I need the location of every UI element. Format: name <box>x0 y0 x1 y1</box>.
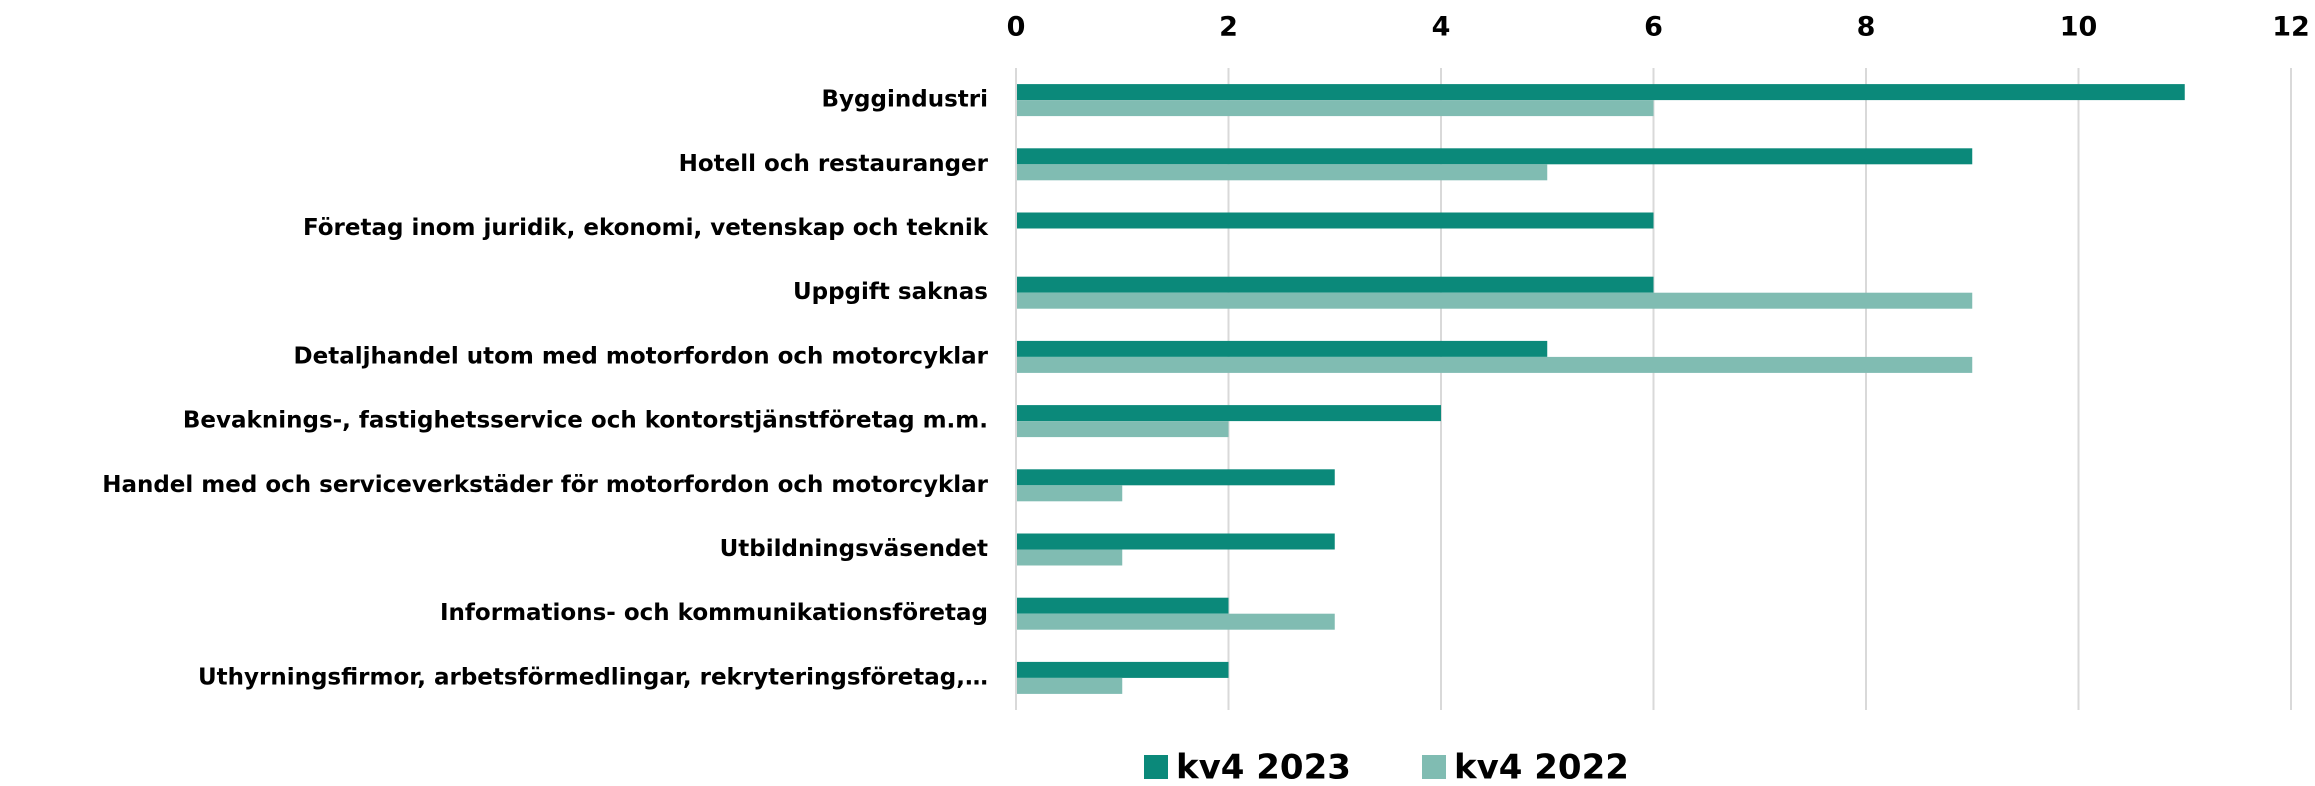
bar <box>1016 164 1548 181</box>
legend-label: kv4 2023 <box>1176 748 1351 786</box>
y-tick-label: Uppgift saknas <box>793 279 988 305</box>
x-tick-label: 0 <box>1007 12 1026 43</box>
y-tick-label: Bevaknings-, fastighetsservice och konto… <box>183 408 988 434</box>
bar <box>1016 405 1441 422</box>
y-tick-label: Företag inom juridik, ekonomi, vetenskap… <box>303 215 989 241</box>
bar <box>1016 356 1973 373</box>
y-tick-label: Handel med och serviceverkstäder för mot… <box>102 472 988 498</box>
y-tick-label: Byggindustri <box>822 87 988 113</box>
bar <box>1016 421 1229 438</box>
bar <box>1016 549 1123 566</box>
bar <box>1016 84 2185 101</box>
bar <box>1016 533 1335 550</box>
x-tick-label: 12 <box>2272 12 2310 43</box>
bar <box>1016 485 1123 502</box>
legend-swatch <box>1144 755 1168 779</box>
y-tick-label: Uthyrningsfirmor, arbetsförmedlingar, re… <box>198 664 988 690</box>
bar <box>1016 661 1229 678</box>
x-tick-label: 6 <box>1644 12 1663 43</box>
bar <box>1016 292 1973 309</box>
y-tick-label: Utbildningsväsendet <box>720 536 988 562</box>
bar <box>1016 148 1973 165</box>
x-tick-label: 8 <box>1857 12 1876 43</box>
bar <box>1016 597 1229 614</box>
y-tick-label: Hotell och restauranger <box>679 151 989 177</box>
legend-swatch <box>1422 755 1446 779</box>
bar <box>1016 212 1654 229</box>
bar <box>1016 613 1335 630</box>
x-tick-label: 4 <box>1432 12 1451 43</box>
bar <box>1016 469 1335 486</box>
x-tick-label: 10 <box>2060 12 2098 43</box>
y-tick-label: Detaljhandel utom med motorfordon och mo… <box>294 343 989 369</box>
y-tick-label: Informations- och kommunikationsföretag <box>440 600 988 626</box>
bar <box>1016 677 1123 694</box>
x-tick-label: 2 <box>1219 12 1238 43</box>
bar <box>1016 100 1654 117</box>
legend-label: kv4 2022 <box>1454 748 1629 786</box>
bar <box>1016 276 1654 293</box>
bar <box>1016 340 1548 357</box>
